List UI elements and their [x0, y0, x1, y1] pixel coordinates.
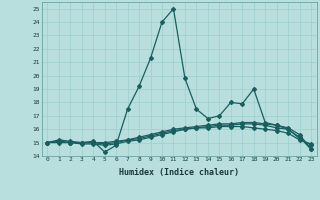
X-axis label: Humidex (Indice chaleur): Humidex (Indice chaleur)	[119, 168, 239, 177]
